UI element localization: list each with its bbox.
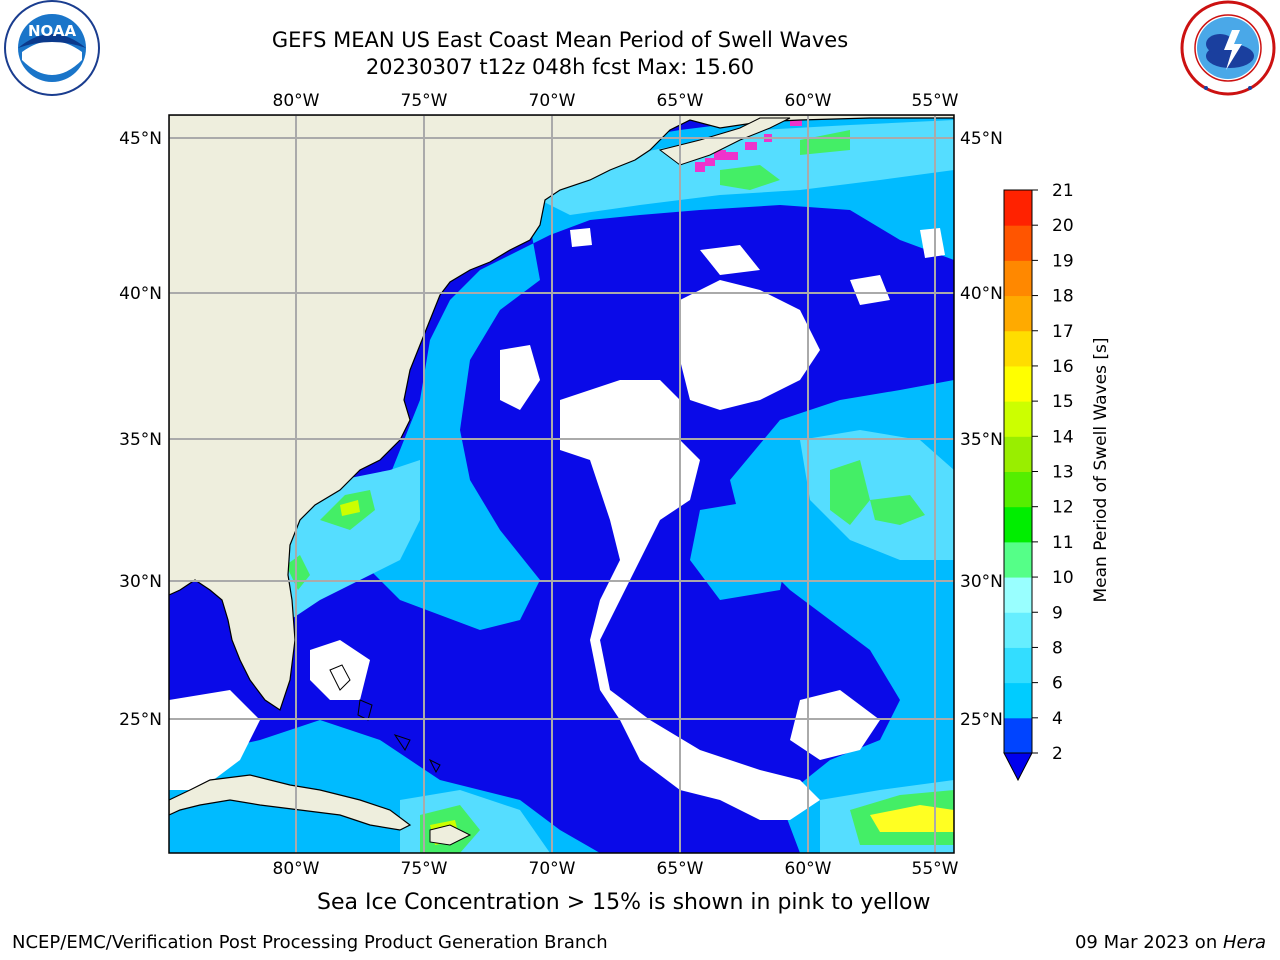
colorbar-tick-label: 20 [1052,216,1074,236]
colorbar-tick-label: 14 [1052,427,1074,447]
land-north-america [169,115,954,711]
lat-label-right: 40°N [960,284,1003,304]
swell-field-below-2s-b [680,280,820,410]
colorbar-segment [1004,401,1032,437]
colorbar-segment [1004,190,1032,226]
host-name: Hera [1222,932,1266,953]
colorbar-tick-label: 4 [1052,709,1063,729]
land-hispaniola [429,824,472,846]
run-date-text: 09 Mar 2023 on [1074,932,1223,953]
chart-title: GEFS MEAN US East Coast Mean Period of S… [271,28,849,52]
colorbar-segment [1004,365,1032,402]
lon-label-top: 75°W [401,91,448,111]
colorbar-tick-label: 9 [1052,603,1063,623]
lat-label-right: 35°N [960,430,1003,450]
sea-ice-note: Sea Ice Concentration > 15% is shown in … [317,890,931,915]
colorbar-tick-label: 2 [1052,744,1063,764]
colorbar-segment [1004,541,1032,578]
lon-label-bottom: 75°W [401,859,448,879]
swell-field-below-2s [560,380,820,820]
colorbar-segment [1004,682,1032,719]
colorbar-segment [1004,330,1032,367]
colorbar-tick-label: 13 [1052,463,1074,483]
lat-label-left: 25°N [119,710,162,730]
swell-field-below-2s-f [850,275,890,305]
colorbar-tick-label: 8 [1052,638,1063,658]
map-frame [168,114,955,854]
lon-label-bottom: 55°W [912,859,959,879]
map-graticule [169,115,954,853]
lon-label-bottom: 65°W [657,859,704,879]
colorbar-label: Mean Period of Swell Waves [s] [1091,338,1111,603]
lat-label-left: 45°N [119,129,162,149]
noaa-logo-icon: NOAA [4,0,100,96]
swell-field-10s-east [830,460,870,525]
lat-label-right: 30°N [960,572,1003,592]
colorbar-segment [1004,260,1032,297]
colorbar-tick-label: 19 [1052,251,1074,271]
swell-field-below-2s-e [700,245,760,275]
lon-label-top: 80°W [273,91,320,111]
lon-label-top: 70°W [529,91,576,111]
lat-label-left: 40°N [119,284,162,304]
lat-label-left: 35°N [119,430,162,450]
branch-credit: NCEP/EMC/Verification Post Processing Pr… [12,932,608,953]
lon-label-bottom: 60°W [785,859,832,879]
colorbar-tick-label: 10 [1052,568,1074,588]
colorbar-segment [1004,436,1032,472]
run-date: 09 Mar 2023 on Hera [1075,932,1266,953]
colorbar-tick-label: 11 [1052,533,1074,553]
colorbar-segment [1004,577,1032,613]
svg-text:NOAA: NOAA [28,22,77,40]
swell-field-below-2s-g [920,228,945,258]
lat-label-left: 30°N [119,572,162,592]
swell-field-below-2s-d [790,690,880,760]
land-maritimes [658,117,791,166]
lon-label-bottom: 70°W [529,859,576,879]
swell-field-10s-maine [720,165,780,190]
colorbar-tick-label: 15 [1052,392,1074,412]
swell-field-10s-east2 [870,495,925,525]
lon-label-bottom: 80°W [273,859,320,879]
colorbar-segment [1004,647,1032,684]
colorbar-segment [1004,225,1032,261]
lon-label-top: 55°W [912,91,959,111]
colorbar-segment [1004,471,1032,508]
swell-field-10s-nova [800,130,850,155]
colorbar-segment [1004,717,1032,754]
colorbar: 2 4 6 8 9 10 11 12 13 14 15 16 17 18 19 20 21 [1003,181,1074,782]
land-cuba [169,774,412,831]
swell-field-below-2s-c [500,345,540,410]
swell-field-6s-east [800,430,954,560]
lon-label-top: 60°W [785,91,832,111]
colorbar-tick-label: 21 [1052,181,1074,201]
lat-label-right: 25°N [960,710,1003,730]
lat-label-right: 45°N [960,129,1003,149]
swell-field-below-2s-i [169,690,260,790]
colorbar-segment [1004,506,1032,543]
swell-field-12s-carolina [340,500,360,516]
swell-field-below-2s-j [310,640,370,700]
colorbar-segment [1004,295,1032,332]
colorbar-tick-label: 12 [1052,498,1074,518]
lon-label-top: 65°W [657,91,704,111]
colorbar-tick-label: 17 [1052,322,1074,342]
colorbar-tick-label: 16 [1052,357,1074,377]
colorbar-tick-label: 6 [1052,674,1063,694]
swell-field-4s-mid [690,500,790,600]
nws-logo-icon [1180,0,1276,96]
colorbar-tick-label: 18 [1052,287,1074,307]
swell-field-below-2s-h [570,228,592,247]
map-field [169,115,954,853]
colorbar-extension [1003,752,1033,782]
colorbar-segment [1004,612,1032,648]
swell-field-14s-se [870,805,954,832]
chart-subtitle: 20230307 t12z 048h fcst Max: 15.60 [365,55,755,79]
